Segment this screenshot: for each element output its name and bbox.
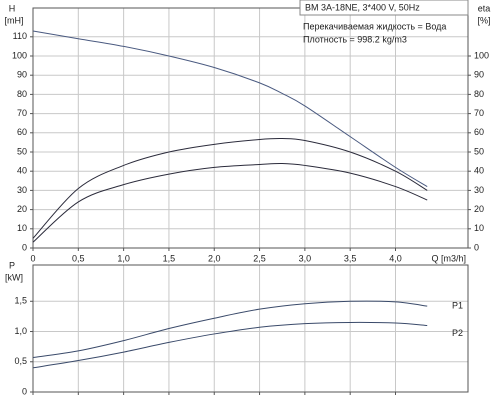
y2-tick-label: 40 bbox=[474, 166, 484, 176]
y-tick-label: 0 bbox=[22, 386, 27, 396]
y-label-unit: [kW] bbox=[5, 272, 23, 282]
y-tick-label: 50 bbox=[17, 146, 27, 156]
legend-label: P1 bbox=[452, 300, 463, 310]
y2-tick-label: 60 bbox=[474, 127, 484, 137]
x-tick-label: 1,5 bbox=[163, 253, 176, 263]
y-tick-label: 80 bbox=[17, 89, 27, 99]
y-tick-label: 0 bbox=[22, 242, 27, 252]
y2-tick-label: 100 bbox=[474, 50, 489, 60]
y-tick-label: 100 bbox=[12, 50, 27, 60]
x-tick-label: 0 bbox=[30, 253, 35, 263]
y2-tick-label: 30 bbox=[474, 185, 484, 195]
curve bbox=[32, 300, 428, 359]
y2-label-unit: [%] bbox=[477, 15, 490, 25]
chart-title: BM 3A-18NE, 3*400 V, 50Hz bbox=[305, 2, 420, 12]
y-tick-label: 20 bbox=[17, 204, 27, 214]
x-tick-label: 3,5 bbox=[344, 253, 357, 263]
y-tick-label: 1,0 bbox=[14, 326, 27, 336]
y2-tick-label: 0 bbox=[474, 242, 479, 252]
y2-tick-label: 10 bbox=[474, 223, 484, 233]
y2-tick-label: 90 bbox=[474, 70, 484, 80]
x-label: Q [m3/h] bbox=[431, 253, 466, 263]
y-tick-label: 90 bbox=[17, 70, 27, 80]
x-tick-label: 0,5 bbox=[72, 253, 85, 263]
x-tick-label: 4,0 bbox=[389, 253, 402, 263]
y2-tick-label: 20 bbox=[474, 204, 484, 214]
y-label: H bbox=[9, 3, 16, 13]
legend-label: P2 bbox=[452, 328, 463, 338]
y-tick-label: 1,5 bbox=[14, 296, 27, 306]
y-label: P bbox=[9, 260, 15, 270]
plot-frame bbox=[32, 7, 469, 249]
y-tick-label: 70 bbox=[17, 108, 27, 118]
x-tick-label: 2,5 bbox=[253, 253, 266, 263]
annotation: Перекачиваемая жидкость = Вода bbox=[303, 21, 446, 31]
y-tick-label: 60 bbox=[17, 127, 27, 137]
y-tick-label: 10 bbox=[17, 223, 27, 233]
curve bbox=[32, 321, 428, 369]
y-tick-label: 40 bbox=[17, 166, 27, 176]
plot-frame bbox=[32, 264, 469, 393]
y2-tick-label: 50 bbox=[474, 146, 484, 156]
curve bbox=[32, 162, 428, 243]
x-tick-label: 2,0 bbox=[208, 253, 221, 263]
x-tick-label: 1,0 bbox=[117, 253, 130, 263]
curve bbox=[32, 30, 428, 187]
y2-tick-label: 70 bbox=[474, 108, 484, 118]
y2-label: eta bbox=[478, 3, 491, 13]
y-tick-label: 30 bbox=[17, 185, 27, 195]
curve bbox=[32, 138, 428, 239]
y-tick-label: 110 bbox=[13, 31, 27, 41]
y-label-unit: [mH] bbox=[5, 15, 24, 25]
x-tick-label: 3,0 bbox=[299, 253, 312, 263]
annotation: Плотность = 998.2 kg/m3 bbox=[303, 34, 407, 44]
y2-tick-label: 80 bbox=[474, 89, 484, 99]
y-tick-label: 0,5 bbox=[14, 356, 27, 366]
title-box bbox=[299, 0, 469, 16]
